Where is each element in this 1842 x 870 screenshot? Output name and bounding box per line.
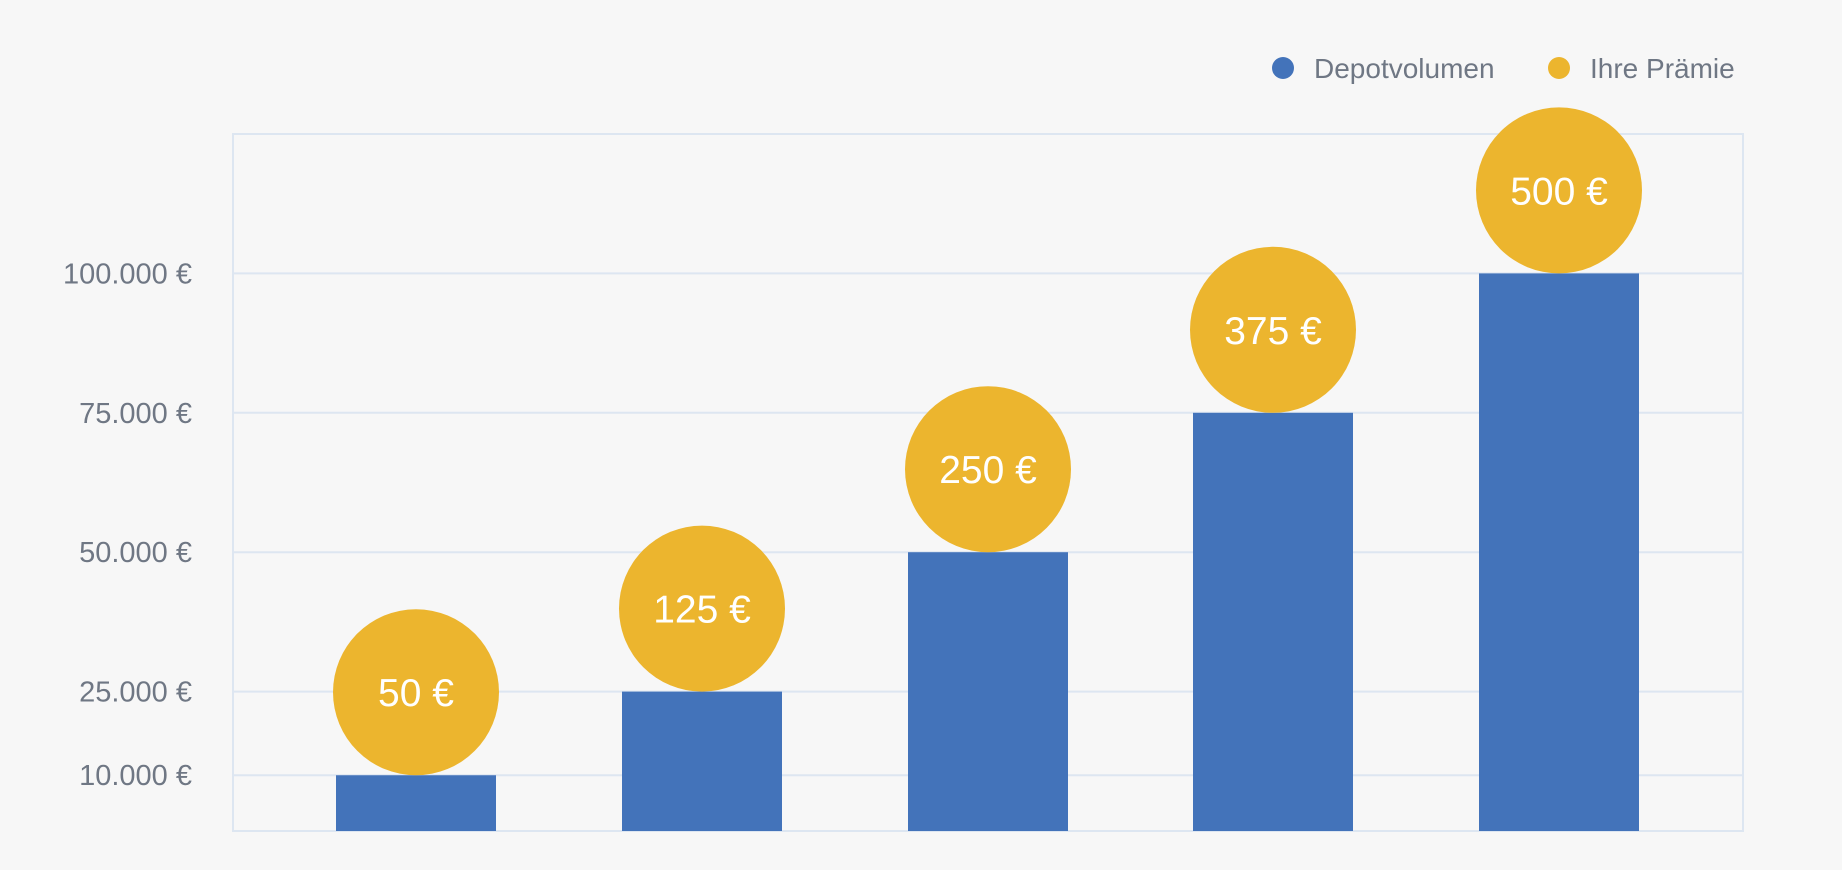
depot-volume-bar <box>1193 412 1353 831</box>
premium-bubble <box>905 386 1071 553</box>
premium-label: 500 € <box>1510 170 1608 213</box>
y-axis-tick-labels: 10.000 € 25.000 € 50.000 € 75.000 € 100.000 … <box>63 258 192 792</box>
premium-bubble <box>1190 246 1356 413</box>
y-tick-label: 75.000 € <box>79 398 192 430</box>
legend-label: Ihre Prämie <box>1590 53 1735 84</box>
y-tick-label: 50.000 € <box>79 537 192 569</box>
depot-volume-bars <box>336 273 1639 831</box>
premium-label: 250 € <box>939 449 1037 492</box>
legend-marker <box>1272 57 1294 79</box>
premium-bubble <box>1476 107 1642 274</box>
y-tick-label: 25.000 € <box>79 677 192 709</box>
premium-label: 50 € <box>378 672 454 715</box>
y-tick-label: 10.000 € <box>79 760 192 792</box>
premium-label: 375 € <box>1224 310 1322 353</box>
y-tick-label: 100.000 € <box>63 258 192 290</box>
depot-volume-bar <box>336 775 496 831</box>
legend: Depotvolumen Ihre Prämie <box>1272 53 1735 84</box>
depot-volume-bar <box>908 552 1068 831</box>
legend-label: Depotvolumen <box>1314 53 1495 84</box>
depot-volume-bar <box>622 691 782 831</box>
depot-volume-bar <box>1479 273 1639 831</box>
premium-label: 125 € <box>653 589 751 632</box>
premium-bubbles: 50 € 125 € 250 € 375 € 500 € <box>333 107 1642 776</box>
legend-marker <box>1548 57 1570 79</box>
premium-bubble <box>619 525 785 692</box>
premium-bubble <box>333 609 499 776</box>
